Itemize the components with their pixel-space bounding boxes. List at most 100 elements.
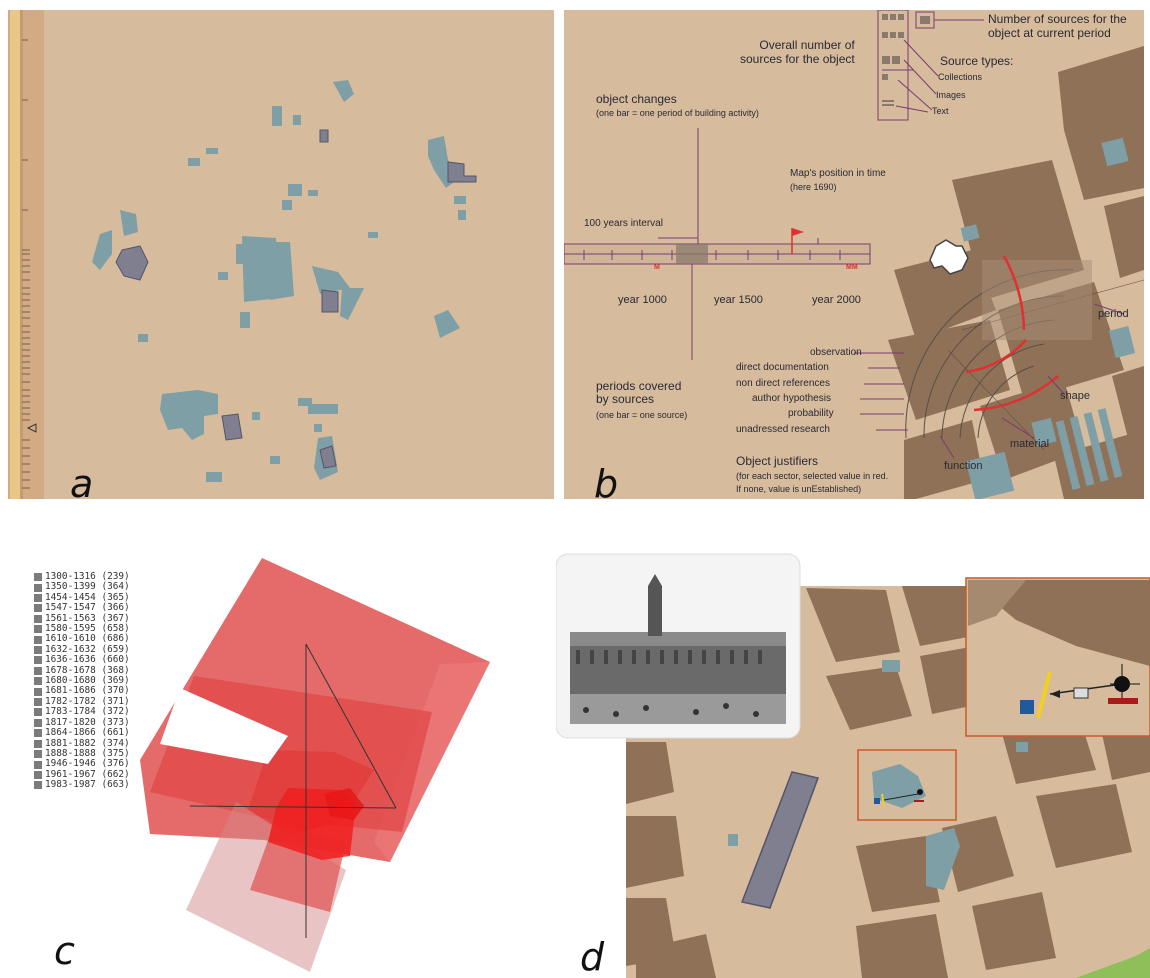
justifiers-subtitle-2: If none, value is unEstablished)	[736, 484, 862, 494]
cloth-hall-building[interactable]	[740, 771, 819, 909]
legend-item[interactable]: 1946-1946 (376)	[34, 758, 130, 770]
legend-swatch-icon	[34, 739, 42, 748]
legend-item[interactable]: 1983-1987 (663)	[34, 779, 130, 791]
period-sector	[982, 260, 1092, 340]
zoom-inset	[965, 577, 1150, 737]
legend-swatch-icon	[34, 687, 42, 696]
year-1000-label: year 1000	[618, 294, 667, 306]
legend-label: 1561-1563 (367)	[45, 612, 130, 624]
source-counts-box	[877, 10, 935, 121]
legend-item[interactable]: 1580-1595 (658)	[34, 623, 130, 635]
map-position-flag-icon[interactable]	[791, 228, 804, 254]
legend-label: 1888-1888 (375)	[45, 747, 130, 759]
periods-title: periods covered by sources	[596, 379, 682, 406]
panel-d-sight-analysis: d	[556, 546, 1150, 978]
legend-item[interactable]: 1561-1563 (367)	[34, 612, 130, 624]
legend-item[interactable]: 1961-1967 (662)	[34, 768, 130, 780]
legend-item[interactable]: 1350-1399 (364)	[34, 581, 130, 593]
courtyard-void	[160, 688, 288, 764]
panel-b-label: b	[594, 462, 619, 499]
legend-item[interactable]: 1300-1316 (239)	[34, 571, 130, 582]
timeline-cursor-icon[interactable]	[26, 423, 37, 433]
justifier-non-direct-references: non direct references	[736, 378, 830, 389]
legend-item[interactable]: 1678-1678 (368)	[34, 665, 130, 676]
legend-item[interactable]: 1881-1882 (374)	[34, 738, 130, 749]
legend-item[interactable]: 1547-1547 (366)	[34, 602, 130, 613]
legend-label: 1680-1680 (369)	[45, 675, 130, 687]
legend-swatch-icon	[34, 594, 42, 603]
source-count-bars	[882, 14, 930, 106]
shape-label: shape	[1060, 390, 1090, 402]
interval-label: 100 years interval	[584, 218, 663, 229]
legend-item[interactable]: 1680-1680 (369)	[34, 675, 130, 687]
year-2000-label: year 2000	[812, 294, 861, 306]
legend-swatch-icon	[34, 646, 42, 655]
legend-item[interactable]: 1632-1632 (659)	[34, 644, 130, 655]
justifier-author-hypothesis: author hypothesis	[752, 393, 831, 404]
legend-swatch-icon	[34, 718, 42, 727]
legend-label: 1946-1946 (376)	[45, 758, 130, 770]
historic-engraving-image[interactable]	[556, 553, 801, 739]
panel-c-polygons-svg	[140, 558, 490, 972]
legend-item[interactable]: 1864-1866 (661)	[34, 727, 130, 739]
material-label: material	[1010, 438, 1050, 450]
legend-label: 1610-1610 (686)	[45, 633, 130, 645]
legend-label: 1636-1636 (660)	[45, 654, 130, 666]
camera-icon[interactable]	[1020, 700, 1034, 714]
selected-building-footprints[interactable]	[115, 129, 477, 469]
legend-label: 1580-1595 (658)	[45, 623, 130, 635]
panel-c-building-history: 1300-1316 (239) 1350-1399 (364) 1454-1454 …	[0, 540, 550, 978]
period-label: period	[1098, 308, 1129, 320]
map-position-label: Map's position in time	[790, 168, 886, 179]
justifier-direct-documentation: direct documentation	[736, 362, 829, 373]
legend-swatch-icon	[34, 698, 42, 707]
panel-d-map-svg	[556, 553, 1150, 978]
block-buildings	[960, 137, 1136, 499]
legend-swatch-icon	[34, 666, 42, 675]
number-sources-label: Number of sources for the object at curr…	[988, 12, 1127, 40]
time-slider[interactable]	[564, 243, 871, 265]
panel-d-label: d	[580, 935, 605, 978]
justifier-unadressed-research: unadressed research	[736, 424, 830, 435]
annotation-leaders	[619, 19, 1125, 459]
legend-swatch-icon	[34, 635, 42, 644]
year-1500-label: year 1500	[714, 294, 763, 306]
legend-item[interactable]: 1610-1610 (686)	[34, 634, 130, 644]
legend-swatch-icon	[34, 604, 42, 613]
legend-label: 1961-1967 (662)	[45, 768, 130, 780]
panel-a-map: a	[8, 10, 554, 499]
legend-swatch-icon	[34, 677, 42, 686]
legend-label: 1983-1987 (663)	[45, 779, 130, 791]
legend-item[interactable]: 1888-1888 (375)	[34, 747, 130, 759]
panel-b-annotated-view: Number of sources for the object at curr…	[564, 10, 1144, 499]
source-type-text: Text	[932, 106, 949, 116]
legend-item[interactable]: 1817-1820 (373)	[34, 717, 130, 728]
legend-item[interactable]: 1783-1784 (372)	[34, 706, 130, 717]
panel-a-map-svg	[8, 10, 477, 499]
periods-subtitle: (one bar = one source)	[596, 410, 688, 420]
legend-swatch-icon	[34, 614, 42, 623]
legend-item[interactable]: 1681-1686 (370)	[34, 686, 130, 696]
legend-label: 1782-1782 (371)	[45, 695, 130, 707]
viewpoint-marker-small[interactable]	[874, 789, 924, 807]
viewpoint-selection-box[interactable]	[857, 749, 957, 821]
object-changes-subtitle: (one bar = one period of building activi…	[596, 108, 759, 118]
source-types-title: Source types:	[940, 54, 1014, 68]
source-type-images: Images	[936, 90, 966, 100]
justifiers-title: Object justifiers	[736, 454, 819, 468]
legend-label: 1350-1399 (364)	[45, 581, 130, 593]
building-period-polygons[interactable]	[140, 558, 490, 972]
object-changes-title: object changes	[596, 92, 677, 106]
legend-item[interactable]: 1636-1636 (660)	[34, 654, 130, 666]
legend-swatch-icon	[34, 656, 42, 665]
legend-swatch-icon	[34, 781, 42, 790]
legend-item[interactable]: 1454-1454 (365)	[34, 592, 130, 603]
legend-item[interactable]: 1782-1782 (371)	[34, 695, 130, 707]
legend-label: 1864-1866 (661)	[45, 727, 130, 739]
legend-swatch-icon	[34, 573, 42, 582]
panel-a-label: a	[70, 462, 94, 499]
legend-label: 1300-1316 (239)	[45, 571, 130, 582]
period-legend: 1300-1316 (239) 1350-1399 (364) 1454-1454 …	[34, 571, 130, 791]
justifier-highlights	[965, 255, 1059, 412]
selected-object-outline[interactable]	[929, 239, 969, 275]
